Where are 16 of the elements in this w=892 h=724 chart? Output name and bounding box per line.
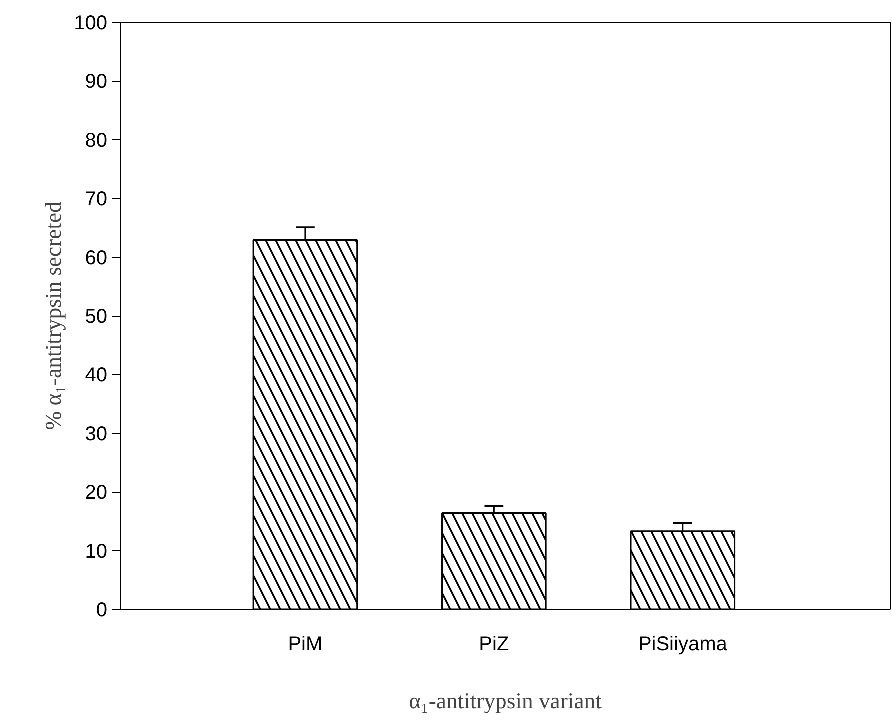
y-tick-label: 70: [85, 188, 108, 211]
y-tick-label: 30: [85, 423, 108, 446]
y-tick-label: 10: [85, 540, 108, 563]
y-tick-label: 0: [96, 600, 108, 622]
x-tick-label: PiSiiyama: [638, 634, 728, 656]
y-tick-label: 100: [74, 12, 108, 34]
x-tick-label: PiM: [288, 634, 323, 656]
x-axis-title: α₁-antitrypsin variant: [409, 688, 603, 714]
y-tick-label: 20: [85, 482, 108, 504]
y-tick-label: 90: [85, 71, 108, 94]
y-tick-label: 60: [85, 247, 108, 270]
y-tick-label: 50: [85, 306, 108, 328]
y-tick-label: 40: [85, 364, 108, 387]
y-axis-title: % α₁-antitrypsin secreted: [41, 201, 66, 430]
y-tick-label: 80: [85, 130, 108, 152]
x-tick-label: PiZ: [479, 634, 510, 656]
